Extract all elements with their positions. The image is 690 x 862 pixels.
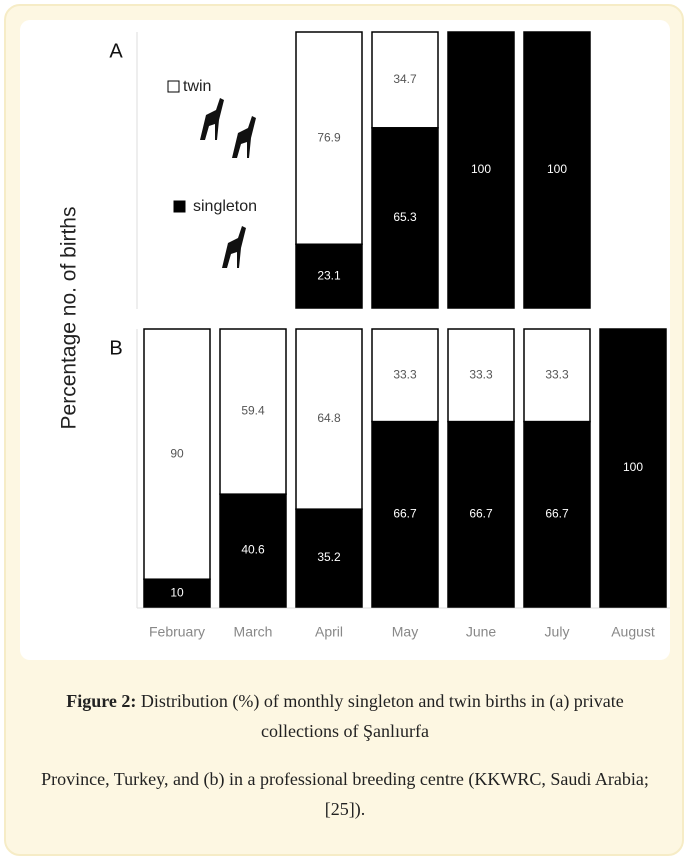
caption-label: Figure 2:	[66, 691, 136, 711]
value-label: 10	[170, 585, 184, 599]
y-axis-label: Percentage no. of births	[58, 207, 81, 430]
legend-swatch	[168, 81, 179, 92]
x-tick-label: July	[545, 624, 570, 640]
value-label: 100	[623, 460, 643, 474]
value-label: 100	[471, 162, 491, 176]
value-label: 35.2	[317, 550, 341, 564]
x-tick-label: August	[611, 624, 655, 640]
value-label: 34.7	[393, 72, 417, 86]
value-label: 100	[547, 162, 567, 176]
legend-swatch	[174, 201, 185, 212]
value-label: 33.3	[469, 367, 493, 381]
x-tick-label: April	[315, 624, 343, 640]
panel-label: A	[109, 40, 123, 62]
value-label: 66.7	[545, 506, 569, 520]
caption-2: Province, Turkey, and (b) in a professio…	[30, 764, 660, 824]
value-label: 90	[170, 446, 184, 460]
value-label: 65.3	[393, 210, 417, 224]
legend-label: twin	[183, 78, 211, 95]
value-label: 40.6	[241, 543, 265, 557]
x-tick-label: March	[234, 624, 273, 640]
caption-text: Distribution (%) of monthly singleton an…	[141, 691, 624, 741]
value-label: 66.7	[393, 506, 417, 520]
value-label: 33.3	[545, 367, 569, 381]
panel-label: B	[109, 337, 122, 359]
x-tick-label: May	[392, 624, 418, 640]
legend-label: singleton	[193, 198, 257, 215]
value-label: 64.8	[317, 411, 341, 425]
x-tick-label: June	[466, 624, 497, 640]
value-label: 76.9	[317, 130, 341, 144]
value-label: 23.1	[317, 268, 341, 282]
value-label: 59.4	[241, 404, 265, 418]
caption-1: Figure 2: Distribution (%) of monthly si…	[30, 686, 660, 746]
value-label: 66.7	[469, 506, 493, 520]
x-tick-label: February	[149, 624, 205, 640]
value-label: 33.3	[393, 367, 417, 381]
page: Percentage no. of births February March Ap…	[0, 0, 690, 862]
